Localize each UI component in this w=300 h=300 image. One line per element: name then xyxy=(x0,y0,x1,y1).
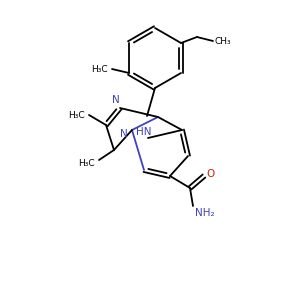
Text: H₃C: H₃C xyxy=(78,160,95,169)
Text: O: O xyxy=(206,169,214,179)
Text: NH₂: NH₂ xyxy=(195,208,214,218)
Text: H₃C: H₃C xyxy=(92,64,108,74)
Text: HN: HN xyxy=(136,127,152,137)
Text: CH₃: CH₃ xyxy=(215,37,232,46)
Text: H₃C: H₃C xyxy=(68,110,85,119)
Text: N: N xyxy=(112,95,120,105)
Text: N: N xyxy=(120,129,128,139)
